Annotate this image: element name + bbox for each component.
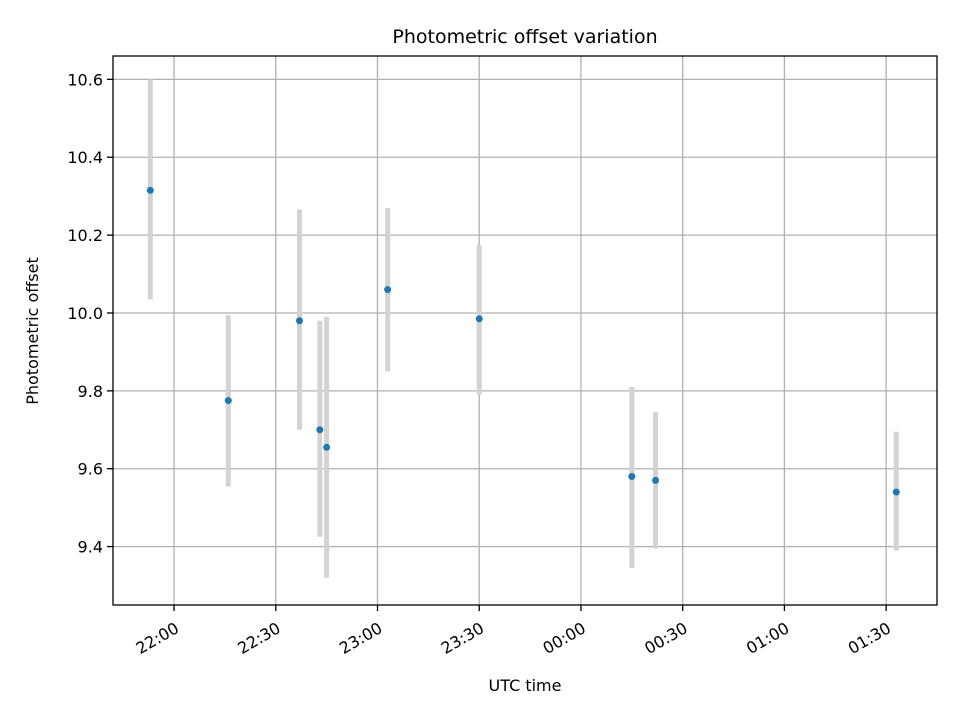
x-tick-label: 23:00	[336, 618, 385, 658]
x-tick-label: 00:30	[641, 618, 690, 658]
plot-frame	[112, 55, 938, 606]
x-tick-label: 00:00	[540, 618, 589, 658]
y-axis-ticks: 9.4 9.6 9.8 10.0 10.2 10.4 10.6	[67, 70, 113, 557]
data-point	[628, 473, 636, 481]
y-axis-label: Photometric offset	[23, 257, 42, 405]
x-tick-label: 22:30	[234, 618, 283, 658]
y-tick-label: 9.4	[78, 538, 103, 557]
data-points	[146, 186, 900, 496]
data-point	[316, 426, 324, 434]
x-tick-label: 22:00	[133, 618, 182, 658]
x-tick-label: 01:30	[845, 618, 894, 658]
data-point	[224, 397, 232, 405]
x-tick-label: 23:30	[438, 618, 487, 658]
data-point	[323, 443, 331, 451]
x-tick-label: 01:00	[743, 618, 792, 658]
y-tick-label: 9.8	[78, 382, 103, 401]
y-tick-label: 10.6	[67, 70, 103, 89]
data-point	[892, 488, 900, 496]
data-point	[384, 286, 392, 294]
x-axis-label: UTC time	[489, 676, 562, 695]
grid	[113, 56, 937, 605]
data-point	[652, 476, 660, 484]
data-point	[146, 186, 154, 194]
y-tick-label: 10.0	[67, 304, 103, 323]
y-tick-label: 10.4	[67, 148, 103, 167]
data-point	[475, 315, 483, 323]
y-tick-label: 9.6	[78, 460, 103, 479]
data-point	[296, 317, 304, 325]
x-axis-ticks: 22:00 22:30 23:00 23:30 00:00 00:30 01:00 01:30	[133, 605, 894, 658]
y-tick-label: 10.2	[67, 226, 103, 245]
chart-title: Photometric offset variation	[392, 26, 657, 48]
